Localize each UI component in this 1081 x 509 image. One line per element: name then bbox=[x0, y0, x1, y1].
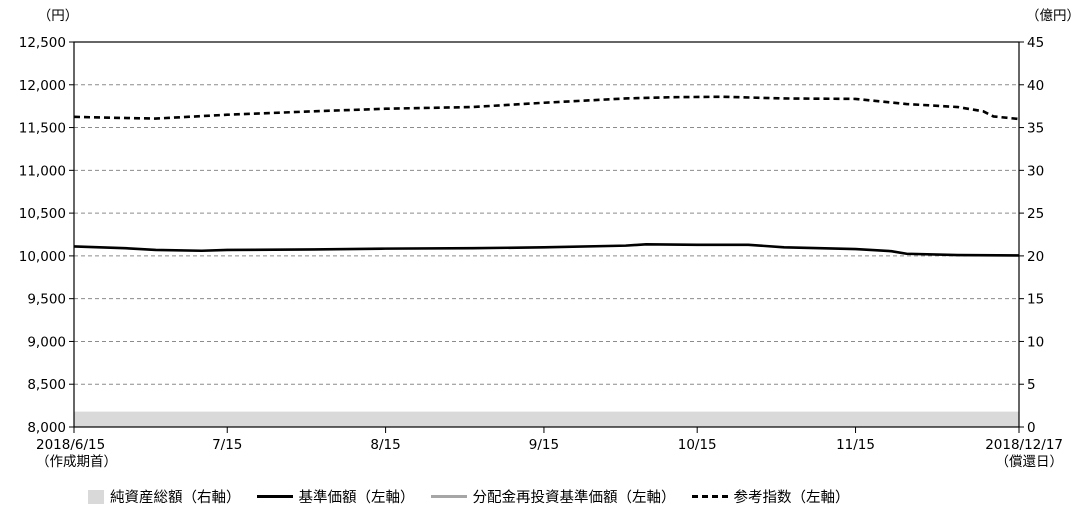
axes: 8,000 0 8,500 5 9,000 10 9,500 15 10,000 20 10,500… bbox=[19, 35, 1063, 470]
legend-swatch-reinvested-nav bbox=[430, 495, 467, 498]
series-nav-line bbox=[73, 243, 1020, 257]
y-left-tick-label: 10,500 bbox=[19, 206, 66, 222]
y-left-tick-label: 8,000 bbox=[27, 420, 66, 436]
line-series-layer bbox=[73, 95, 1020, 257]
plot-frame bbox=[73, 41, 1020, 428]
legend-item-nav: 基準価額（左軸） bbox=[256, 486, 415, 507]
y-left-tick-label: 12,500 bbox=[19, 35, 66, 51]
y-left-tick-label: 9,000 bbox=[27, 334, 66, 350]
y-right-tick-label: 5 bbox=[1027, 377, 1036, 393]
legend-label-reinvested-nav: 分配金再投資基準価額（左軸） bbox=[472, 490, 676, 506]
y-left-tick-label: 11,000 bbox=[19, 163, 66, 179]
legend-swatch-reference-index bbox=[691, 495, 728, 498]
legend-swatch-nav bbox=[256, 495, 293, 498]
y-right-tick-label: 45 bbox=[1027, 35, 1044, 51]
legend-item-reinvested-nav: 分配金再投資基準価額（左軸） bbox=[430, 486, 676, 507]
left-axis-unit: （円） bbox=[38, 8, 79, 24]
y-left-tick-label: 11,500 bbox=[19, 121, 66, 137]
series-net-assets-area bbox=[74, 411, 1019, 427]
x-tick-label: 9/15 bbox=[529, 437, 559, 453]
legend-item-net-assets: 純資産総額（右軸） bbox=[88, 486, 241, 507]
y-right-tick-label: 30 bbox=[1027, 163, 1044, 179]
y-right-tick-label: 25 bbox=[1027, 206, 1044, 222]
y-right-tick-label: 15 bbox=[1027, 292, 1044, 308]
gridlines bbox=[74, 84, 1019, 385]
y-left-tick-label: 12,000 bbox=[19, 78, 66, 94]
y-right-tick-label: 10 bbox=[1027, 334, 1044, 350]
x-tick-label: 2018/6/15 bbox=[36, 437, 105, 453]
x-tick-label: 7/15 bbox=[212, 437, 242, 453]
y-left-tick-label: 9,500 bbox=[27, 292, 66, 308]
series-reference-index-line bbox=[73, 95, 1020, 121]
legend-label-nav: 基準価額（左軸） bbox=[298, 490, 415, 506]
x-tick-label: 10/15 bbox=[678, 437, 717, 453]
x-tick-sublabel: （償還日） bbox=[996, 454, 1064, 470]
x-tick-sublabel: （作成期首） bbox=[36, 454, 117, 470]
chart: 8,000 0 8,500 5 9,000 10 9,500 15 10,000 20 10,500… bbox=[19, 8, 1080, 470]
area-series-layer bbox=[74, 411, 1019, 427]
legend: 純資産総額（右軸） 基準価額（左軸） 分配金再投資基準価額（左軸） 参考指数（左… bbox=[88, 486, 866, 507]
legend-label-net-assets: 純資産総額（右軸） bbox=[110, 490, 241, 506]
right-axis-unit: （億円） bbox=[1026, 8, 1080, 24]
legend-swatch-net-assets bbox=[88, 489, 104, 504]
x-tick-label: 2018/12/17 bbox=[985, 437, 1063, 453]
x-tick-label: 11/15 bbox=[836, 437, 875, 453]
legend-label-reference-index: 参考指数（左軸） bbox=[733, 490, 850, 506]
y-right-tick-label: 35 bbox=[1027, 121, 1044, 137]
y-right-tick-label: 0 bbox=[1027, 420, 1036, 436]
legend-item-reference-index: 参考指数（左軸） bbox=[691, 486, 850, 507]
y-right-tick-label: 40 bbox=[1027, 78, 1044, 94]
y-left-tick-label: 8,500 bbox=[27, 377, 66, 393]
x-tick-label: 8/15 bbox=[370, 437, 400, 453]
y-left-tick-label: 10,000 bbox=[19, 249, 66, 265]
y-right-tick-label: 20 bbox=[1027, 249, 1044, 265]
